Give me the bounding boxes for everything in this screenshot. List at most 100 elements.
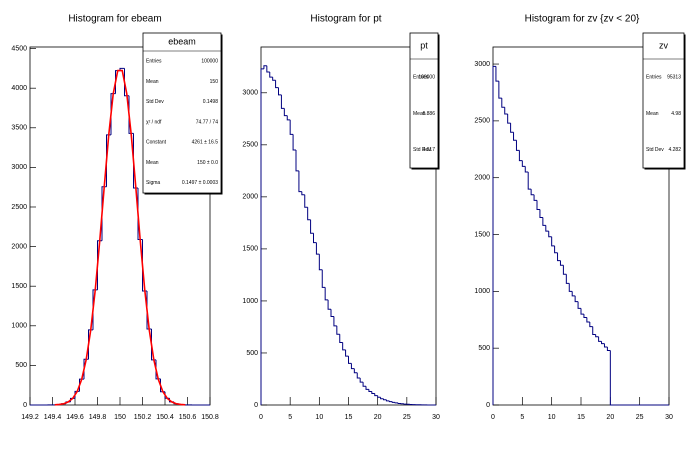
histogram-bin xyxy=(304,194,308,208)
histogram-bin xyxy=(263,65,267,69)
histogram-bin xyxy=(272,77,276,81)
x-tick-label: 0 xyxy=(259,414,263,421)
y-tick-label: 2000 xyxy=(474,175,490,182)
y-tick-label: 2500 xyxy=(474,118,490,125)
x-tick-label: 150.4 xyxy=(156,414,174,421)
histogram-bin xyxy=(391,401,396,403)
histogram-bin xyxy=(383,398,387,401)
histogram-bin xyxy=(350,363,355,370)
x-tick-label: 25 xyxy=(403,414,411,421)
histogram-bin xyxy=(368,389,372,392)
y-tick-label: 500 xyxy=(246,350,258,357)
histogram-bin xyxy=(380,397,384,400)
stats-value: 0.1498 xyxy=(203,99,219,105)
histogram-bin xyxy=(551,236,555,247)
x-tick-label: 25 xyxy=(636,414,644,421)
chart-title: Histogram for pt xyxy=(310,14,381,25)
histogram-bin xyxy=(601,341,605,345)
histogram-bin xyxy=(295,150,299,172)
stats-box xyxy=(142,32,222,194)
histogram-bin xyxy=(397,402,401,404)
stats-label: Mean xyxy=(646,111,659,117)
histogram-bin xyxy=(278,87,282,96)
histogram-bin xyxy=(603,343,608,348)
histogram-bin xyxy=(342,342,346,351)
stats-value: 4.917 xyxy=(422,147,435,153)
histogram-bin xyxy=(377,395,381,398)
y-tick-label: 3000 xyxy=(242,90,258,97)
histogram-bin xyxy=(548,231,552,238)
y-tick-label: 0 xyxy=(254,402,258,409)
histogram-bin xyxy=(577,301,581,309)
stats-label: Mean xyxy=(413,111,426,117)
histogram-bin xyxy=(356,372,361,379)
stats-value: 4.282 xyxy=(668,147,681,153)
histogram-bin xyxy=(371,391,375,395)
y-tick-label: 3500 xyxy=(11,125,27,132)
histogram-bin xyxy=(345,349,349,357)
stats-value: 150 ± 0.0 xyxy=(197,160,218,166)
x-tick-label: 30 xyxy=(432,414,440,421)
histogram-bin xyxy=(524,166,529,173)
stats-label: Entries xyxy=(646,74,662,80)
stats-title: ebeam xyxy=(168,36,196,46)
histogram-bin xyxy=(589,322,593,328)
histogram-bin xyxy=(321,269,326,288)
histogram-bin xyxy=(580,308,584,315)
x-tick-label: 30 xyxy=(665,414,673,421)
histogram-bin xyxy=(359,377,364,383)
y-tick-label: 2000 xyxy=(11,243,27,250)
histogram-bin xyxy=(521,160,526,167)
y-tick-label: 2000 xyxy=(242,194,258,201)
histogram-bin xyxy=(385,399,390,402)
x-tick-label: 10 xyxy=(548,414,556,421)
histogram-bin xyxy=(260,68,264,405)
x-tick-label: 149.6 xyxy=(66,414,84,421)
histogram-bin xyxy=(495,66,499,82)
x-tick-label: 149.4 xyxy=(44,414,62,421)
histogram-bin xyxy=(609,350,614,406)
stats-value: 4.98 xyxy=(671,111,681,117)
x-tick-label: 0 xyxy=(491,414,495,421)
histogram-bin xyxy=(336,325,340,335)
histogram-bin xyxy=(568,283,573,292)
chart-title: Histogram for ebeam xyxy=(68,14,161,25)
histogram-bin xyxy=(318,254,323,271)
y-tick-label: 1500 xyxy=(11,283,27,290)
histogram-bin xyxy=(530,189,535,196)
histogram-bin xyxy=(301,191,305,196)
histogram-bin xyxy=(518,150,523,162)
histogram-bin xyxy=(313,233,317,244)
histogram-bin xyxy=(501,98,505,108)
histogram-bin xyxy=(513,132,517,141)
x-tick-label: 5 xyxy=(520,414,524,421)
x-tick-label: 150 xyxy=(114,414,126,421)
stats-label: Entries xyxy=(413,74,429,80)
histogram-bin xyxy=(492,65,496,405)
stats-value: 0.1497 ± 0.0003 xyxy=(182,180,218,186)
plot-frame xyxy=(492,46,670,406)
histogram-bin xyxy=(598,336,602,342)
histogram-bin xyxy=(324,287,329,301)
stats-value: 100000 xyxy=(201,58,218,64)
histogram-bin xyxy=(606,347,611,351)
stats-label: Mean xyxy=(146,79,159,85)
stats-label: Std Dev xyxy=(413,147,431,153)
y-tick-label: 4000 xyxy=(11,85,27,92)
histogram-bin xyxy=(289,119,294,135)
histogram-bin xyxy=(592,326,596,336)
histogram-bin xyxy=(542,217,546,226)
stats-label: Std Dev xyxy=(646,147,664,153)
stats-label: Mean xyxy=(146,160,159,166)
histogram-bin xyxy=(315,242,320,255)
histogram-pad: Histogram for ebeam 149.2 149.4 149.6 149.8 1… xyxy=(11,14,223,421)
fit-curve xyxy=(54,69,186,406)
x-tick-label: 20 xyxy=(374,414,382,421)
x-tick-label: 20 xyxy=(606,414,614,421)
histogram-bin xyxy=(515,140,520,151)
histogram-pad: Histogram for pt 0 5 10 15 20 25 30 0 500 1000 1500… xyxy=(242,14,440,421)
histogram-pad: Histogram for zv {zv < 20} 0 5 10 15 20 25 30 0 5… xyxy=(474,14,686,421)
stats-title: pt xyxy=(420,40,428,50)
histogram-bin xyxy=(510,123,514,133)
